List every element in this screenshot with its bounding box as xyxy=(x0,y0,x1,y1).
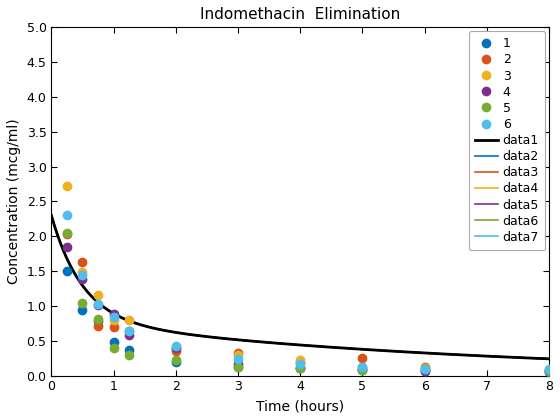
Y-axis label: Concentration (mcg/ml): Concentration (mcg/ml) xyxy=(7,118,21,284)
Legend: 1, 2, 3, 4, 5, 6, data1, data2, data3, data4, data5, data6, data7: 1, 2, 3, 4, 5, 6, data1, data2, data3, d… xyxy=(469,31,545,250)
Title: Indomethacin  Elimination: Indomethacin Elimination xyxy=(200,7,400,22)
X-axis label: Time (hours): Time (hours) xyxy=(256,399,344,413)
